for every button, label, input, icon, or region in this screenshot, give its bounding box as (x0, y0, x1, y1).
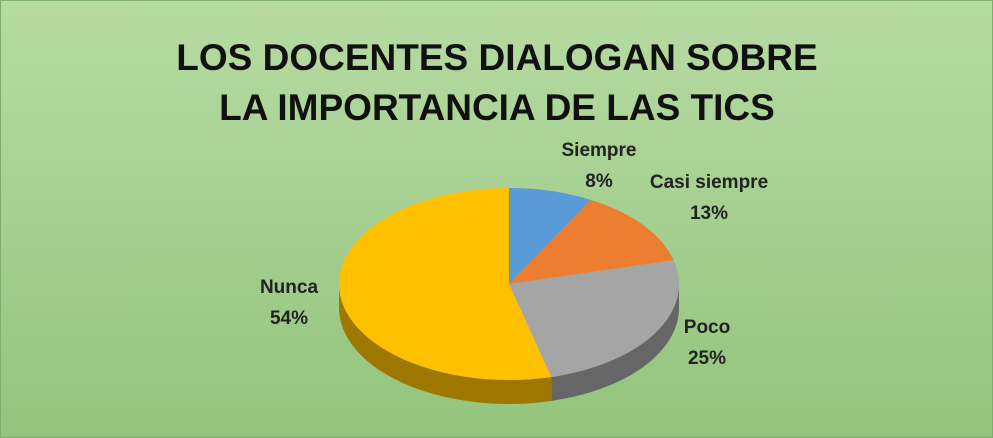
slice-side (551, 284, 679, 401)
slice (509, 188, 591, 284)
data-label-category: Siempre (562, 140, 637, 161)
data-label-category: Poco (684, 317, 730, 338)
slice (338, 188, 552, 381)
data-label-value: 25% (688, 348, 726, 369)
slice (509, 260, 679, 377)
data-label-category: Nunca (260, 277, 319, 298)
data-label-value: 8% (585, 171, 613, 192)
chart-title: LOS DOCENTES DIALOGAN SOBRE LA IMPORTANC… (176, 37, 818, 128)
slice-side (338, 284, 552, 405)
data-label-value: 54% (270, 308, 308, 329)
slice (509, 199, 674, 284)
data-label-category: Casi siempre (650, 172, 768, 193)
data-label-value: 13% (690, 203, 728, 224)
